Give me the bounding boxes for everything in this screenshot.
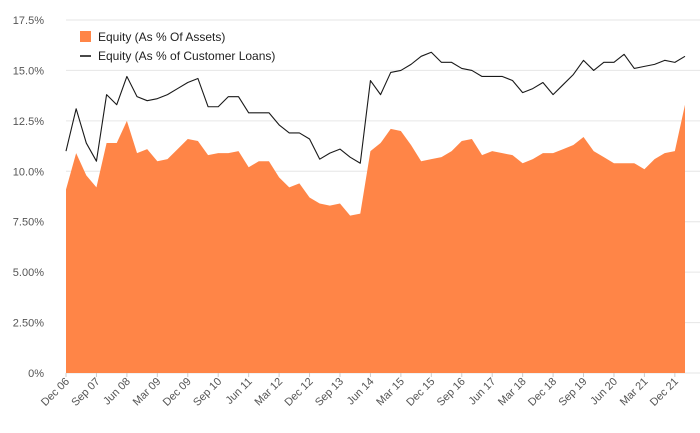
series-area-equity-assets (66, 104, 685, 373)
y-tick-label: 12.5% (13, 116, 44, 128)
legend: Equity (As % Of Assets) Equity (As % of … (80, 30, 275, 63)
x-tick-label: Jun 20 (588, 376, 620, 408)
legend-area-label: Equity (As % Of Assets) (98, 30, 225, 44)
x-tick-label: Sep 16 (435, 376, 468, 409)
x-tick-label: Dec 21 (648, 376, 681, 409)
x-tick-label: Sep 07 (69, 376, 102, 409)
x-tick-label: Mar 12 (253, 376, 286, 409)
y-tick-label: 0% (28, 368, 44, 380)
line-layer (65, 51, 686, 164)
legend-area-swatch (80, 31, 91, 42)
x-tick-label: Mar 09 (131, 376, 164, 409)
x-tick-label: Jun 14 (345, 376, 377, 408)
area-layer (66, 104, 685, 373)
y-axis: 0% 2.50% 5.00% 7.50% 10.0% 12.5% 15.0% 17.5% (13, 15, 44, 380)
x-tick-label: Mar 15 (374, 376, 407, 409)
y-tick-label: 10.0% (13, 166, 44, 178)
y-tick-label: 17.5% (13, 15, 44, 27)
x-tick-label: Jun 17 (466, 376, 498, 408)
y-tick-label: 15.0% (13, 65, 44, 77)
y-tick-label: 5.00% (13, 267, 44, 279)
legend-line-label: Equity (As % of Customer Loans) (98, 49, 275, 63)
x-tick-label: Jun 08 (101, 376, 133, 408)
x-tick-label: Mar 18 (496, 376, 529, 409)
x-tick-label: Dec 18 (526, 376, 559, 409)
x-tick-label: Sep 10 (191, 376, 224, 409)
y-tick-label: 7.50% (13, 217, 44, 229)
y-tick-label: 2.50% (13, 318, 44, 330)
x-tick-label: Sep 19 (557, 376, 590, 409)
x-tick-label: Jun 11 (224, 376, 255, 407)
x-tick-label: Sep 13 (313, 376, 346, 409)
x-tick-label: Dec 09 (161, 376, 194, 409)
x-tick-label: Dec 12 (283, 376, 316, 409)
x-tick-label: Dec 06 (39, 376, 72, 409)
x-tick-label: Dec 15 (404, 376, 437, 409)
series-line-equity-loans (65, 51, 686, 164)
x-tick-label: Mar 21 (618, 376, 651, 409)
